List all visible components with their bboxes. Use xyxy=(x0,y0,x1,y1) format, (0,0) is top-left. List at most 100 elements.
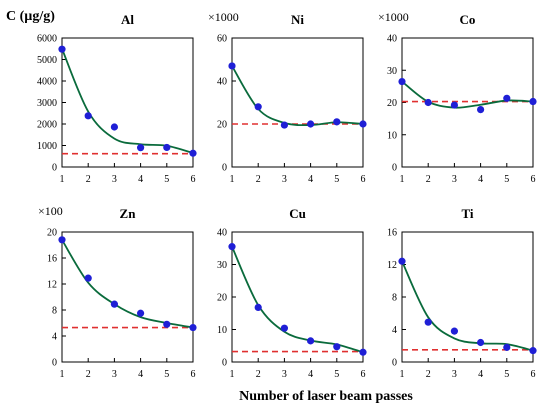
y-tick-label: 20 xyxy=(387,98,397,109)
x-tick-label: 5 xyxy=(334,174,339,185)
fit-curve xyxy=(61,239,194,329)
plot-frame xyxy=(401,37,534,168)
y-tick-label: 40 xyxy=(217,77,227,88)
x-tick-label: 4 xyxy=(308,174,313,185)
y-tick-label: 6000 xyxy=(37,34,57,45)
y-tick-label: 12 xyxy=(387,260,397,271)
data-point xyxy=(424,98,432,107)
data-point xyxy=(307,120,315,128)
data-point xyxy=(333,343,341,351)
x-tick-label: 6 xyxy=(191,174,196,185)
data-point xyxy=(333,118,341,126)
data-point xyxy=(398,77,406,86)
y-tick-label: 16 xyxy=(47,254,57,265)
y-tick-label: 4 xyxy=(392,325,397,336)
data-point xyxy=(503,343,511,351)
data-point xyxy=(477,338,485,347)
panel-title: Co xyxy=(460,12,476,27)
data-point xyxy=(280,121,288,129)
fit-curve xyxy=(231,65,364,127)
scale-multiplier: ×1000 xyxy=(208,10,239,24)
x-tick-label: 1 xyxy=(60,174,65,185)
data-point xyxy=(228,62,236,70)
scale-multiplier: ×100 xyxy=(38,204,63,218)
x-tick-label: 3 xyxy=(452,174,457,185)
x-tick-label: 2 xyxy=(86,369,91,380)
data-point xyxy=(58,236,66,244)
x-tick-label: 6 xyxy=(361,174,366,185)
y-tick-label: 8 xyxy=(52,306,57,317)
x-tick-label: 6 xyxy=(531,369,536,380)
x-tick-label: 4 xyxy=(308,369,313,380)
x-tick-label: 1 xyxy=(400,369,405,380)
y-tick-label: 10 xyxy=(217,325,227,336)
y-tick-label: 40 xyxy=(217,228,227,239)
data-point xyxy=(110,123,118,131)
x-tick-label: 6 xyxy=(361,369,366,380)
y-tick-label: 40 xyxy=(387,34,397,45)
x-tick-label: 6 xyxy=(531,174,536,185)
y-tick-label: 4000 xyxy=(37,77,57,88)
y-tick-label: 8 xyxy=(392,293,397,304)
x-tick-label: 2 xyxy=(256,369,261,380)
panel-cu: 0 10 20 30 40 1 2 3 4 5 6 Cu xyxy=(217,206,367,380)
data-point xyxy=(228,243,236,251)
data-point xyxy=(450,327,458,335)
y-tick-label: 4 xyxy=(52,332,57,343)
x-tick-label: 1 xyxy=(400,174,405,185)
y-tick-label: 0 xyxy=(222,358,227,369)
x-tick-label: 3 xyxy=(112,369,117,380)
x-tick-label: 3 xyxy=(282,369,287,380)
data-point xyxy=(137,144,145,152)
fit-curve xyxy=(61,48,194,154)
x-tick-label: 1 xyxy=(60,369,65,380)
panel-al: 0 1000 2000 3000 4000 5000 6000 1 2 3 4 5 6 Al xyxy=(37,12,197,185)
x-tick-label: 1 xyxy=(230,174,235,185)
data-point xyxy=(84,112,92,120)
data-point xyxy=(163,143,171,152)
panel-title: Cu xyxy=(289,206,306,221)
data-point xyxy=(450,101,458,109)
x-tick-label: 4 xyxy=(478,174,483,185)
y-tick-label: 0 xyxy=(52,163,57,174)
data-point xyxy=(359,120,367,128)
panel-co: 0 10 20 30 40 1 2 3 4 5 6 Co ×1000 xyxy=(378,10,537,185)
plot-frame xyxy=(61,231,194,363)
data-point xyxy=(58,45,66,53)
x-tick-label: 2 xyxy=(256,174,261,185)
x-tick-label: 2 xyxy=(426,369,431,380)
y-tick-label: 20 xyxy=(217,120,227,131)
data-point xyxy=(477,105,485,114)
x-tick-label: 3 xyxy=(112,174,117,185)
x-tick-label: 4 xyxy=(138,174,143,185)
data-point xyxy=(189,323,197,332)
y-tick-label: 0 xyxy=(392,163,397,174)
x-tick-label: 1 xyxy=(230,369,235,380)
data-point xyxy=(424,318,432,326)
y-tick-label: 5000 xyxy=(37,55,57,66)
x-tick-label: 6 xyxy=(191,369,196,380)
y-tick-label: 12 xyxy=(47,280,57,291)
fit-curve xyxy=(401,80,534,109)
panel-title: Ti xyxy=(461,206,473,221)
panel-title: Zn xyxy=(120,206,137,221)
data-point xyxy=(254,303,262,311)
x-tick-label: 3 xyxy=(452,369,457,380)
x-tick-label: 5 xyxy=(504,174,509,185)
data-point xyxy=(254,103,262,111)
y-tick-label: 1000 xyxy=(37,141,57,152)
y-tick-label: 20 xyxy=(217,293,227,304)
fit-curve xyxy=(401,260,534,352)
plot-frame xyxy=(231,37,364,168)
data-point xyxy=(529,97,537,106)
data-point xyxy=(529,347,537,355)
x-tick-label: 3 xyxy=(282,174,287,185)
data-point xyxy=(503,94,511,102)
y-tick-label: 30 xyxy=(387,66,397,77)
x-axis-label: Number of laser beam passes xyxy=(239,389,413,404)
y-tick-label: 3000 xyxy=(37,98,57,109)
y-tick-label: 10 xyxy=(387,130,397,141)
